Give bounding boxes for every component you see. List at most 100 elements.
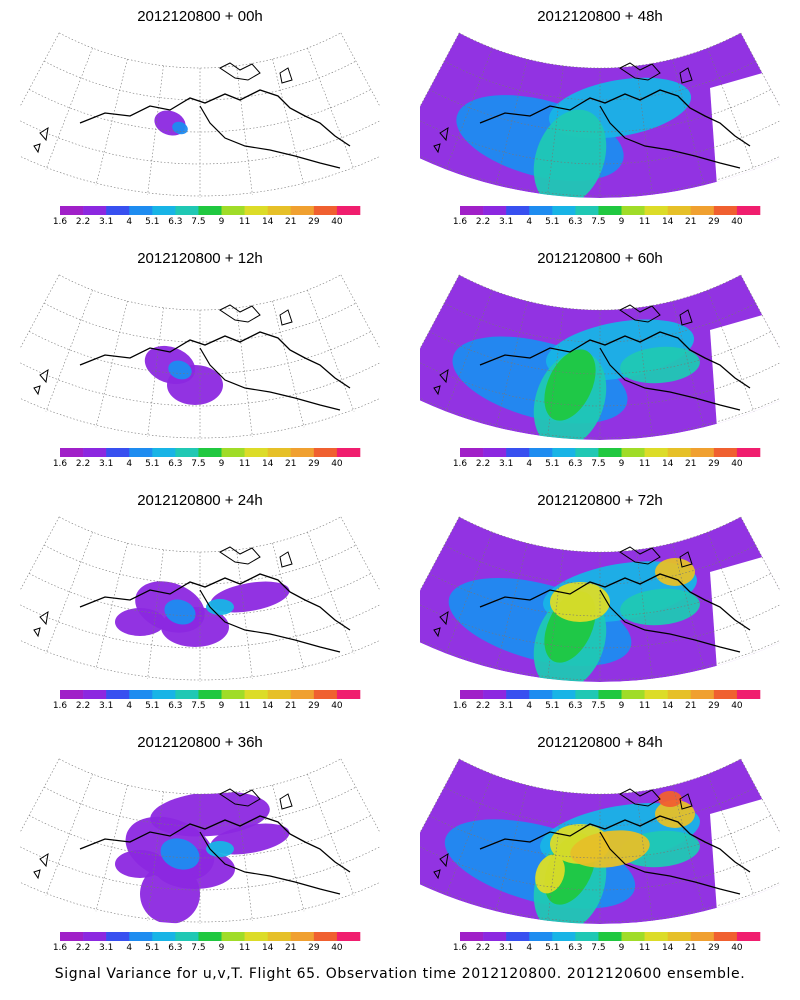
- panel-00h: 2012120800 + 00h 1.6 2.2 3.1 4 5.1 6.3 7.5 9 11 1…: [20, 8, 380, 248]
- colorbar-tick-label: 40: [731, 217, 743, 227]
- colorbar-swatch: [336, 932, 361, 941]
- colorbar-swatch: [244, 690, 268, 699]
- colorbar-tick-label: 3.1: [99, 943, 113, 953]
- colorbar-tick-label: 2.2: [76, 459, 90, 469]
- panel-title: 2012120800 + 72h: [537, 492, 663, 509]
- colorbar-tick-label: 21: [685, 943, 696, 953]
- colorbar-tick-label: 2.2: [476, 217, 490, 227]
- colorbar-swatch: [483, 932, 507, 941]
- variance-field: [420, 274, 780, 440]
- colorbar-tick-label: 14: [262, 459, 274, 469]
- colorbar-swatch: [667, 206, 692, 215]
- panel-title: 2012120800 + 36h: [137, 734, 263, 751]
- colorbar-tick-label: 7.5: [591, 217, 605, 227]
- colorbar-tick-label: 5.1: [545, 943, 559, 953]
- colorbar-swatch: [152, 690, 176, 699]
- colorbar-swatch: [175, 206, 199, 215]
- colorbar-tick-label: 6.3: [168, 943, 182, 953]
- colorbar-tick-label: 21: [685, 459, 696, 469]
- colorbar-swatch: [83, 448, 107, 457]
- colorbar-tick-label: 4: [126, 217, 132, 227]
- colorbar-swatch: [644, 206, 668, 215]
- colorbar-tick-label: 4: [126, 459, 132, 469]
- panel-60h: 2012120800 + 60h 1.6 2.2 3.1 4 5.1 6.3 7.5 9 11 1…: [420, 250, 780, 490]
- colorbar-tick-label: 7.5: [191, 943, 205, 953]
- colorbar-swatch: [313, 448, 338, 457]
- colorbar-tick-label: 14: [662, 217, 674, 227]
- colorbar-tick-label: 3.1: [99, 459, 113, 469]
- panel-title: 2012120800 + 48h: [537, 8, 663, 25]
- colorbar-tick-label: 29: [308, 943, 320, 953]
- colorbar-tick-label: 29: [708, 943, 720, 953]
- colorbar-tick-label: 4: [126, 943, 132, 953]
- colorbar-tick-label: 1.6: [53, 459, 68, 469]
- colorbar-tick-label: 29: [308, 701, 320, 711]
- colorbar-tick-label: 5.1: [145, 943, 159, 953]
- colorbar-swatch: [506, 690, 530, 699]
- colorbar-swatch: [198, 448, 222, 457]
- colorbar-swatch: [690, 932, 715, 941]
- colorbar-swatch: [129, 448, 153, 457]
- variance-field: [420, 758, 780, 924]
- colorbar-swatch: [736, 690, 761, 699]
- colorbar-swatch: [483, 690, 507, 699]
- colorbar-swatch: [129, 690, 153, 699]
- colorbar-tick-label: 9: [219, 943, 225, 953]
- colorbar-tick-label: 1.6: [453, 943, 468, 953]
- colorbar-tick-label: 5.1: [545, 459, 559, 469]
- colorbar-swatch: [529, 932, 553, 941]
- variance-field: [420, 516, 780, 682]
- colorbar-tick-label: 1.6: [53, 217, 68, 227]
- panel-84h: 2012120800 + 84h 1.6 2.2 3.1 4 5.1 6.3 7.5 9 11 1…: [420, 734, 780, 974]
- colorbar-tick-label: 2.2: [76, 217, 90, 227]
- colorbar-tick-label: 6.3: [168, 217, 182, 227]
- colorbar: 1.6 2.2 3.1 4 5.1 6.3 7.5 9 11 14 21 29 40: [453, 690, 761, 711]
- colorbar-tick-label: 9: [219, 701, 225, 711]
- colorbar-swatch: [313, 206, 338, 215]
- colorbar-swatch: [336, 448, 361, 457]
- colorbar-tick-label: 9: [619, 701, 625, 711]
- colorbar-tick-label: 29: [308, 459, 320, 469]
- variance-field: [144, 345, 223, 405]
- colorbar-tick-label: 14: [662, 701, 674, 711]
- colorbar-swatch: [221, 206, 245, 215]
- colorbar-swatch: [575, 690, 599, 699]
- colorbar-swatch: [244, 206, 268, 215]
- colorbar-tick-label: 2.2: [476, 701, 490, 711]
- colorbar-swatch: [290, 448, 315, 457]
- colorbar-tick-label: 11: [239, 459, 250, 469]
- colorbar-tick-label: 29: [708, 459, 720, 469]
- colorbar-swatch: [690, 448, 715, 457]
- colorbar-swatch: [244, 448, 268, 457]
- colorbar-swatch: [598, 690, 622, 699]
- panel-title: 2012120800 + 24h: [137, 492, 263, 509]
- colorbar-tick-label: 7.5: [591, 459, 605, 469]
- colorbar-tick-label: 2.2: [476, 459, 490, 469]
- colorbar-swatch: [198, 690, 222, 699]
- map-sector: [20, 758, 380, 924]
- figure-caption: Signal Variance for u,v,T. Flight 65. Ob…: [54, 966, 746, 982]
- colorbar: 1.6 2.2 3.1 4 5.1 6.3 7.5 9 11 14 21 29 40: [453, 448, 761, 469]
- panel-title: 2012120800 + 00h: [137, 8, 263, 25]
- colorbar-tick-label: 21: [285, 217, 296, 227]
- colorbar-swatch: [690, 206, 715, 215]
- colorbar-tick-label: 14: [262, 701, 274, 711]
- colorbar-swatch: [552, 932, 576, 941]
- colorbar-swatch: [506, 206, 530, 215]
- colorbar-swatch: [460, 448, 484, 457]
- colorbar-swatch: [267, 448, 292, 457]
- colorbar-tick-label: 11: [639, 701, 650, 711]
- variance-map: 1.6 2.2 3.1 4 5.1 6.3 7.5 9 11 14 21 29 40: [420, 274, 780, 469]
- colorbar-tick-label: 3.1: [99, 701, 113, 711]
- map-sector: [420, 274, 780, 440]
- colorbar-tick-label: 14: [262, 217, 274, 227]
- panel-36h: 2012120800 + 36h 1.6 2.2 3.1 4 5.1 6.3 7.5 9 11 1…: [20, 734, 380, 974]
- colorbar-swatch: [244, 932, 268, 941]
- colorbar-tick-label: 9: [619, 459, 625, 469]
- colorbar-tick-label: 6.3: [568, 459, 582, 469]
- colorbar-tick-label: 4: [526, 701, 532, 711]
- colorbar-swatch: [644, 690, 668, 699]
- colorbar-tick-label: 2.2: [76, 701, 90, 711]
- colorbar-tick-label: 11: [239, 217, 250, 227]
- colorbar-swatch: [152, 932, 176, 941]
